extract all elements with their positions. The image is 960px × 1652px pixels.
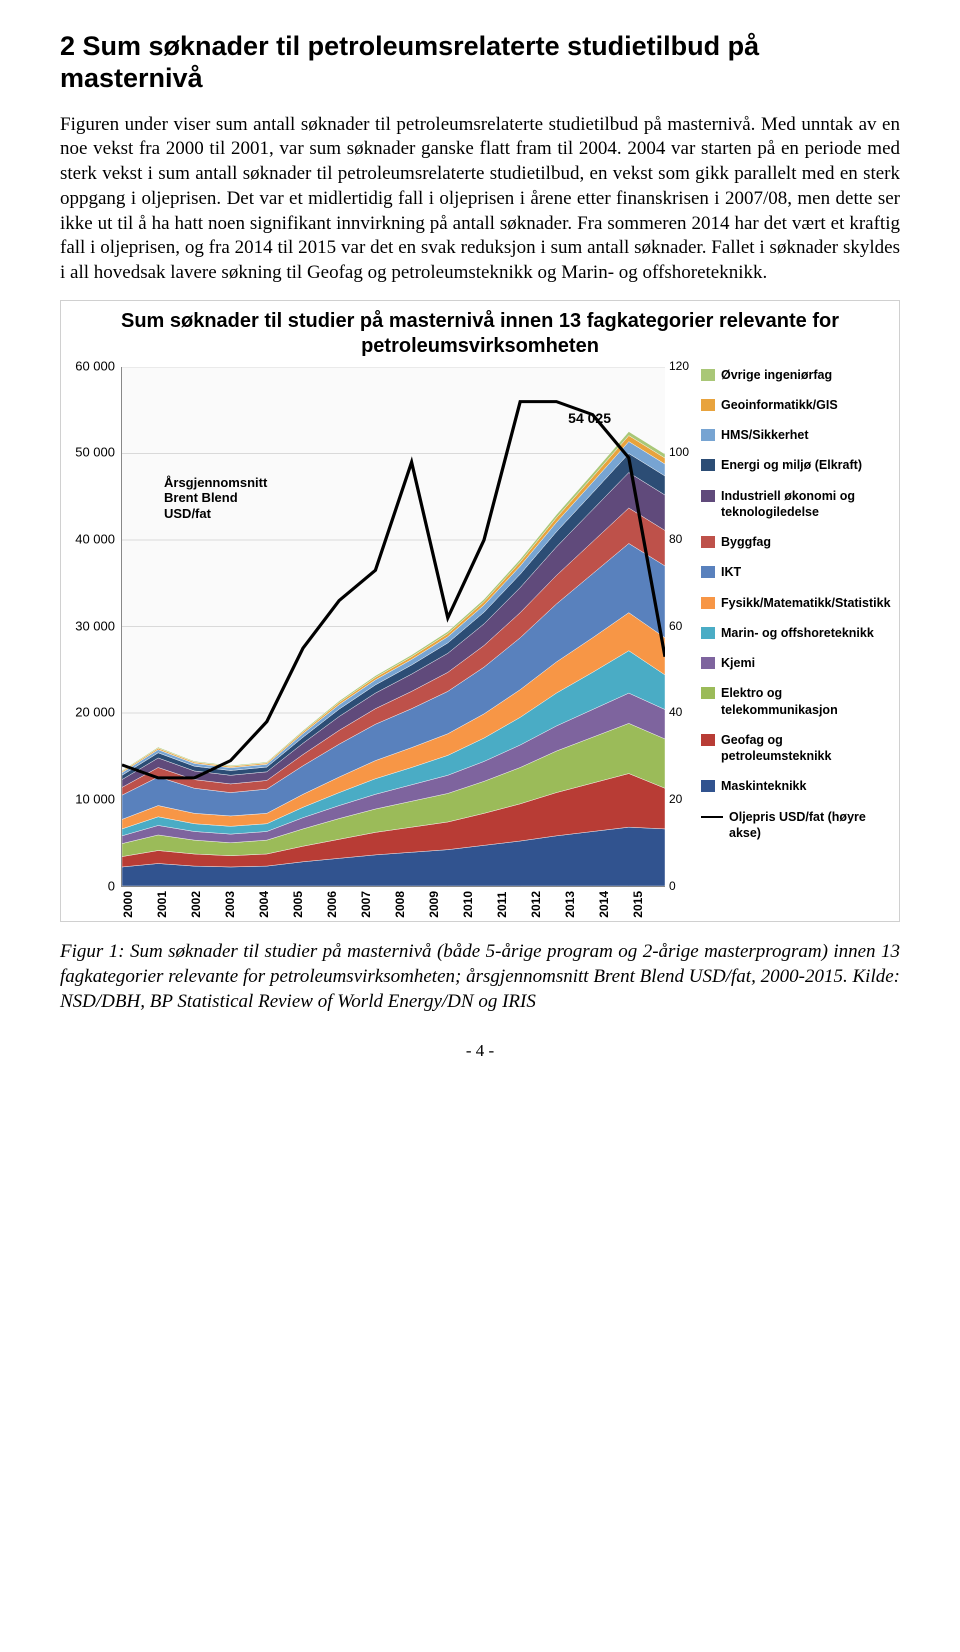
legend-item-energi: Energi og miljø (Elkraft) bbox=[701, 457, 895, 473]
legend-label: Industriell økonomi og teknologiledelse bbox=[721, 488, 895, 521]
legend-item-marin: Marin- og offshoreteknikk bbox=[701, 625, 895, 641]
intro-paragraph: Figuren under viser sum antall søknader … bbox=[60, 113, 900, 286]
legend-swatch-icon bbox=[701, 566, 715, 578]
legend-swatch-icon bbox=[701, 490, 715, 502]
legend-swatch-icon bbox=[701, 459, 715, 471]
figure-caption: Figur 1: Sum søknader til studier på mas… bbox=[60, 940, 900, 1014]
legend-swatch-icon bbox=[701, 536, 715, 548]
chart-legend: Øvrige ingeniørfag Geoinformatikk/GIS HMS/… bbox=[695, 367, 895, 918]
legend-label: IKT bbox=[721, 564, 741, 580]
legend-swatch-icon bbox=[701, 627, 715, 639]
legend-label: HMS/Sikkerhet bbox=[721, 427, 809, 443]
legend-item-geofag: Geofag og petroleumsteknikk bbox=[701, 732, 895, 765]
legend-label: Øvrige ingeniørfag bbox=[721, 367, 832, 383]
chart-plot-area: 54 025 ÅrsgjennomsnittBrent BlendUSD/fat bbox=[121, 367, 665, 887]
legend-item-kjemi: Kjemi bbox=[701, 655, 895, 671]
legend-line-icon bbox=[701, 816, 723, 818]
peak-value-label: 54 025 bbox=[568, 409, 611, 427]
legend-item-hms: HMS/Sikkerhet bbox=[701, 427, 895, 443]
legend-label: Energi og miljø (Elkraft) bbox=[721, 457, 862, 473]
legend-item-oil: Oljepris USD/fat (høyre akse) bbox=[701, 809, 895, 842]
y-axis-left: 010 00020 00030 00040 00050 00060 000 bbox=[65, 367, 121, 918]
legend-swatch-icon bbox=[701, 687, 715, 699]
legend-item-ovrige: Øvrige ingeniørfag bbox=[701, 367, 895, 383]
legend-label: Kjemi bbox=[721, 655, 755, 671]
legend-swatch-icon bbox=[701, 369, 715, 381]
section-heading: 2 Sum søknader til petroleumsrelaterte s… bbox=[60, 30, 900, 95]
legend-swatch-icon bbox=[701, 780, 715, 792]
brent-annotation-label: ÅrsgjennomsnittBrent BlendUSD/fat bbox=[164, 475, 267, 522]
legend-item-indok: Industriell økonomi og teknologiledelse bbox=[701, 488, 895, 521]
chart-svg bbox=[122, 367, 665, 886]
legend-label: Geoinformatikk/GIS bbox=[721, 397, 838, 413]
legend-label: Maskinteknikk bbox=[721, 778, 806, 794]
legend-item-geoinfo: Geoinformatikk/GIS bbox=[701, 397, 895, 413]
legend-swatch-icon bbox=[701, 657, 715, 669]
legend-item-fysmat: Fysikk/Matematikk/Statistikk bbox=[701, 595, 895, 611]
legend-label: Byggfag bbox=[721, 534, 771, 550]
chart-title: Sum søknader til studier på masternivå i… bbox=[65, 309, 895, 359]
legend-item-maskinteknikk: Maskinteknikk bbox=[701, 778, 895, 794]
legend-swatch-icon bbox=[701, 597, 715, 609]
legend-item-ikt: IKT bbox=[701, 564, 895, 580]
legend-swatch-icon bbox=[701, 429, 715, 441]
legend-item-elektro: Elektro og telekommunikasjon bbox=[701, 685, 895, 718]
legend-label: Marin- og offshoreteknikk bbox=[721, 625, 874, 641]
page-number: - 4 - bbox=[60, 1040, 900, 1062]
legend-swatch-icon bbox=[701, 399, 715, 411]
legend-swatch-icon bbox=[701, 734, 715, 746]
legend-label: Oljepris USD/fat (høyre akse) bbox=[729, 809, 895, 842]
figure-1: Sum søknader til studier på masternivå i… bbox=[60, 300, 900, 923]
legend-item-byggfag: Byggfag bbox=[701, 534, 895, 550]
legend-label: Geofag og petroleumsteknikk bbox=[721, 732, 895, 765]
x-axis: 2000200120022003200420052006200720082009… bbox=[121, 891, 665, 918]
legend-label: Elektro og telekommunikasjon bbox=[721, 685, 895, 718]
y-axis-right: 020406080100120 bbox=[665, 367, 695, 918]
legend-label: Fysikk/Matematikk/Statistikk bbox=[721, 595, 891, 611]
